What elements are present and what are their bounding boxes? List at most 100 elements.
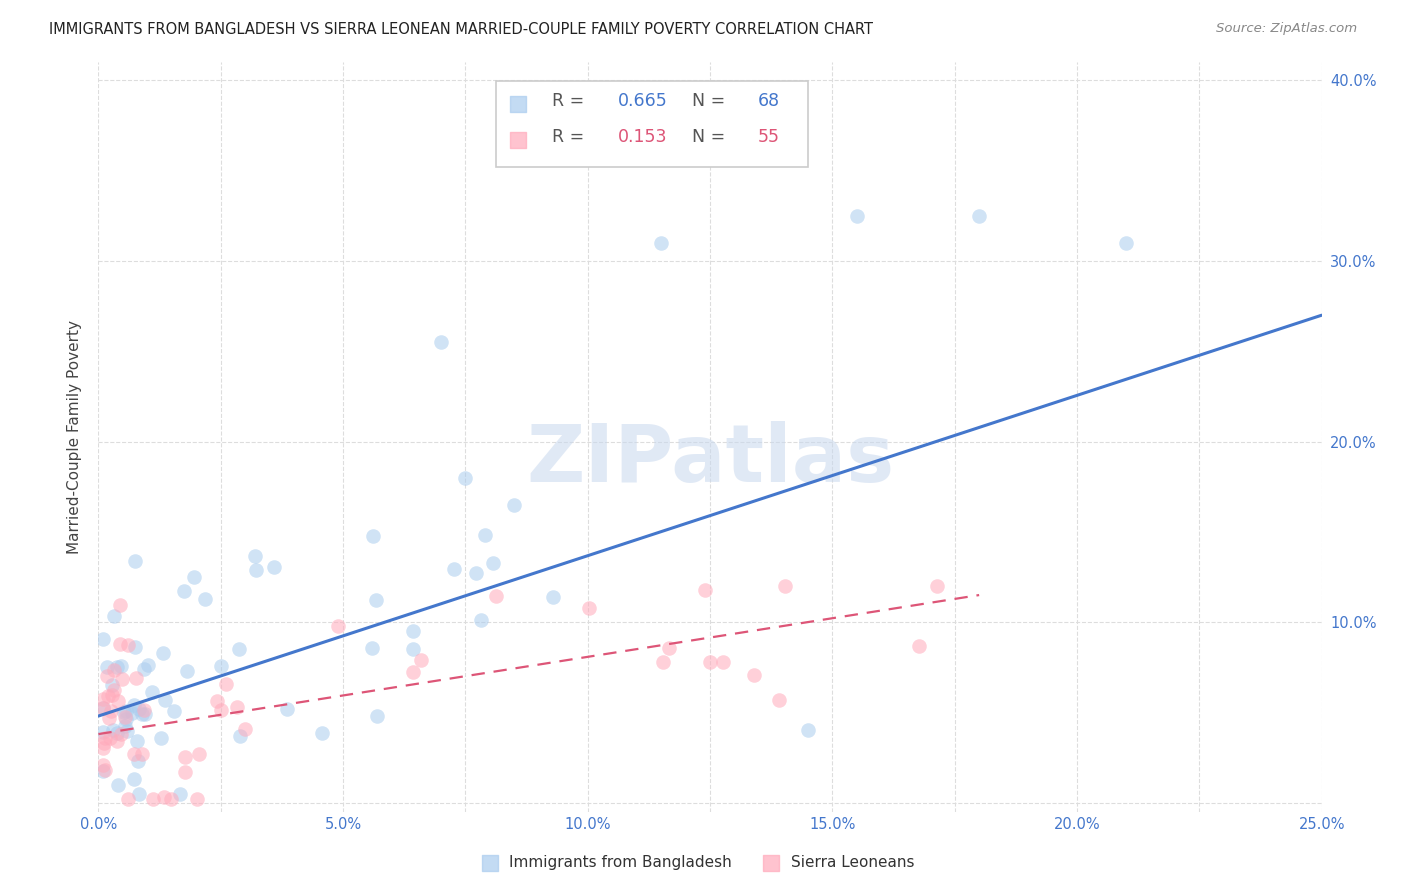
- Point: [366, 709, 388, 723]
- Point: [121, 706, 143, 721]
- Point: [503, 498, 526, 512]
- Point: [114, 719, 136, 733]
- Point: [103, 663, 125, 677]
- Point: [150, 731, 173, 745]
- Point: [110, 659, 132, 673]
- Point: [93, 736, 115, 750]
- Point: [101, 678, 124, 692]
- Text: Sierra Leoneans: Sierra Leoneans: [790, 855, 914, 871]
- Point: [173, 749, 195, 764]
- Point: [91, 701, 114, 715]
- Point: [543, 590, 565, 604]
- Point: [188, 747, 211, 762]
- Point: [124, 640, 146, 655]
- Point: [93, 764, 115, 778]
- Point: [152, 790, 174, 805]
- Point: [233, 722, 256, 736]
- Point: [401, 665, 423, 680]
- Point: [695, 583, 717, 598]
- Point: [107, 694, 129, 708]
- Point: [91, 632, 114, 646]
- Point: [122, 698, 145, 713]
- Point: [153, 693, 176, 707]
- Point: [163, 704, 186, 718]
- Point: [110, 727, 132, 741]
- Text: 0.153: 0.153: [619, 128, 668, 146]
- Point: [361, 640, 384, 655]
- Point: [125, 734, 148, 748]
- Point: [243, 549, 266, 564]
- Point: [96, 660, 118, 674]
- Point: [122, 772, 145, 786]
- Point: [276, 702, 298, 716]
- Point: [114, 713, 136, 727]
- Text: 55: 55: [758, 128, 780, 146]
- Point: [105, 734, 128, 748]
- Point: [485, 589, 508, 603]
- Point: [97, 711, 120, 725]
- Point: [173, 584, 195, 599]
- Text: Source: ZipAtlas.com: Source: ZipAtlas.com: [1216, 22, 1357, 36]
- Point: [105, 660, 128, 674]
- Point: [401, 642, 423, 657]
- Point: [1115, 235, 1137, 250]
- Point: [117, 638, 139, 652]
- Point: [124, 554, 146, 568]
- Point: [159, 792, 181, 806]
- Point: [124, 747, 146, 761]
- Point: [245, 563, 267, 577]
- Point: [454, 471, 477, 485]
- Text: ZIPatlas: ZIPatlas: [526, 420, 894, 499]
- Point: [474, 527, 496, 541]
- Point: [134, 707, 156, 722]
- Text: IMMIGRANTS FROM BANGLADESH VS SIERRA LEONEAN MARRIED-COUPLE FAMILY POVERTY CORRE: IMMIGRANTS FROM BANGLADESH VS SIERRA LEO…: [49, 22, 873, 37]
- Point: [91, 701, 114, 715]
- Point: [96, 669, 118, 683]
- Point: [131, 706, 153, 721]
- Point: [91, 764, 114, 778]
- Point: [845, 209, 868, 223]
- Point: [470, 613, 492, 627]
- Point: [115, 724, 138, 739]
- Point: [101, 689, 124, 703]
- Point: [91, 741, 114, 756]
- Point: [110, 599, 132, 613]
- Point: [128, 701, 150, 715]
- Point: [465, 566, 488, 581]
- Point: [925, 579, 948, 593]
- Point: [134, 703, 156, 717]
- Point: [105, 726, 128, 740]
- Point: [114, 704, 136, 718]
- Point: [711, 655, 734, 669]
- Point: [907, 639, 929, 653]
- Point: [186, 792, 208, 806]
- Point: [411, 653, 433, 667]
- Point: [311, 726, 333, 740]
- Point: [578, 601, 600, 615]
- Point: [108, 637, 131, 651]
- Point: [361, 529, 384, 543]
- Point: [651, 655, 673, 669]
- Text: R =: R =: [553, 93, 591, 111]
- Point: [103, 609, 125, 624]
- Point: [94, 731, 117, 745]
- Point: [967, 209, 990, 223]
- Point: [364, 593, 387, 607]
- Point: [797, 723, 820, 738]
- Point: [142, 792, 165, 806]
- Text: 68: 68: [758, 93, 780, 111]
- Point: [773, 579, 796, 593]
- Text: N =: N =: [692, 128, 731, 146]
- Point: [443, 562, 465, 576]
- Point: [112, 706, 135, 720]
- Text: 0.665: 0.665: [619, 93, 668, 111]
- Point: [402, 624, 425, 639]
- Point: [742, 668, 765, 682]
- Point: [225, 699, 247, 714]
- Point: [91, 758, 114, 772]
- FancyBboxPatch shape: [496, 81, 808, 168]
- Point: [103, 683, 125, 698]
- Point: [141, 684, 163, 698]
- Point: [125, 671, 148, 685]
- Text: Immigrants from Bangladesh: Immigrants from Bangladesh: [509, 855, 733, 871]
